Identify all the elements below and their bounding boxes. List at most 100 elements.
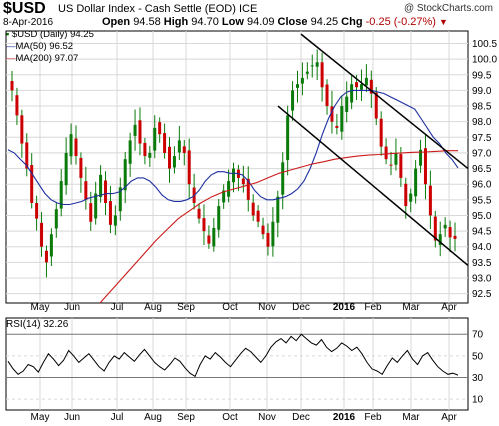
- candle-body: [40, 222, 44, 247]
- down-arrow-icon: ▼: [439, 17, 448, 27]
- candle-body: [256, 210, 260, 222]
- candle-body: [428, 185, 432, 216]
- candle-body: [232, 168, 235, 183]
- legend-ma50-label: MA(50) 96.52: [15, 41, 74, 52]
- x-tick-label: Nov: [258, 412, 276, 423]
- candle-body: [59, 181, 63, 209]
- candle-body: [266, 232, 270, 247]
- candle-body: [345, 96, 349, 113]
- candle-body: [128, 140, 132, 164]
- rsi-panel-frame: [5, 317, 469, 411]
- chg-value: -0.25 (-0.27%): [365, 16, 436, 28]
- candle-body: [305, 71, 309, 74]
- y-tick-label: 98.0: [472, 117, 492, 128]
- y-tick-label: 96.0: [472, 180, 492, 191]
- candle-body: [123, 159, 127, 191]
- candle-body: [330, 106, 334, 122]
- x-tick-label: Apr: [441, 302, 457, 313]
- high-label: High: [163, 16, 189, 28]
- axis-labels: May May Jun Jun Jul Jul Aug Aug Sep Sep Oct Oct Nov N…: [31, 39, 498, 423]
- candle-body: [79, 157, 83, 178]
- x-tick-label: Apr: [441, 412, 457, 423]
- brand-label: @ StockCharts.com: [403, 3, 493, 14]
- x-tick-label: 2016: [333, 302, 356, 313]
- candle-body: [335, 125, 339, 128]
- candle-body: [399, 154, 403, 178]
- candle-body: [153, 127, 157, 151]
- candle-body: [453, 235, 457, 239]
- x-tick-label: Jul: [111, 412, 124, 423]
- price-panel-frame: [5, 30, 469, 304]
- legend-ma200: —MA(200) 97.07: [6, 53, 94, 65]
- candle-body: [207, 235, 211, 244]
- candle-body: [108, 201, 112, 225]
- candle-body: [118, 187, 122, 212]
- candle-body: [35, 202, 39, 219]
- channel-upper-line: [300, 33, 469, 170]
- grid-lines: [6, 31, 468, 410]
- moving-average-lines: [7, 89, 459, 304]
- candle-body: [202, 218, 206, 232]
- y-tick-label: 99.5: [472, 70, 492, 81]
- x-tick-label: Dec: [292, 302, 310, 313]
- y-tick-label: 100.5: [472, 39, 497, 50]
- candle-body: [84, 181, 88, 200]
- x-tick-label: Feb: [364, 412, 382, 423]
- x-tick-label: May: [31, 302, 50, 313]
- rsi-y-tick-label: 30: [472, 373, 484, 384]
- candle-body: [271, 221, 275, 247]
- open-value: 94.58: [133, 16, 161, 28]
- ohlc-readout: Open 94.58 High 94.70 Low 94.09 Close 94…: [102, 17, 448, 28]
- candle-body: [423, 148, 427, 185]
- candle-body: [138, 120, 142, 144]
- y-tick-label: 92.5: [472, 289, 492, 300]
- ma200-swatch-icon: —: [6, 53, 16, 64]
- candle-body: [30, 165, 34, 203]
- y-tick-label: 94.0: [472, 242, 492, 253]
- y-tick-label: 93.5: [472, 258, 492, 269]
- candle-body: [310, 65, 314, 67]
- candle-body: [350, 84, 354, 103]
- y-tick-label: 95.5: [472, 195, 492, 206]
- rsi-y-tick-label: 10: [472, 395, 484, 406]
- candle-body: [438, 234, 442, 246]
- date-label: 8-Apr-2016: [3, 17, 54, 28]
- x-tick-label: Aug: [144, 302, 162, 313]
- candle-body: [419, 149, 423, 166]
- candle-body: [359, 84, 363, 90]
- candle-body: [133, 124, 137, 136]
- low-label: Low: [221, 16, 244, 28]
- candle-body: [276, 196, 280, 223]
- candle-body: [315, 62, 319, 67]
- candlestick-series: [10, 49, 457, 278]
- candle-body: [44, 250, 48, 263]
- candle-body: [99, 174, 103, 198]
- candle-body: [241, 178, 245, 185]
- candle-swatch-icon: ▪: [6, 29, 10, 40]
- price-legend: ▪ $USD (Daily) 94.25 —MA(50) 96.52 —MA(2…: [6, 29, 94, 65]
- chg-label: Chg: [341, 16, 363, 28]
- low-value: 94.09: [246, 16, 275, 28]
- candle-body: [54, 209, 58, 229]
- candle-body: [394, 152, 398, 165]
- candle-body: [340, 106, 344, 132]
- candle-body: [104, 180, 108, 203]
- trend-channel: [277, 33, 469, 267]
- ma50-swatch-icon: —: [6, 41, 16, 52]
- candle-body: [374, 92, 378, 119]
- candle-body: [20, 115, 24, 144]
- x-tick-label: May: [31, 412, 50, 423]
- y-tick-label: 100.0: [472, 55, 497, 66]
- rsi-series: [6, 333, 468, 400]
- candle-body: [325, 84, 329, 107]
- candle-body: [281, 162, 285, 195]
- x-tick-label: Dec: [292, 412, 310, 423]
- candle-body: [389, 164, 393, 166]
- candle-body: [286, 115, 290, 161]
- candle-body: [414, 168, 418, 197]
- y-tick-label: 96.5: [472, 164, 492, 175]
- channel-lower-line: [277, 105, 469, 267]
- x-tick-label: Oct: [222, 302, 238, 313]
- candle-body: [163, 133, 167, 153]
- candle-body: [222, 190, 226, 203]
